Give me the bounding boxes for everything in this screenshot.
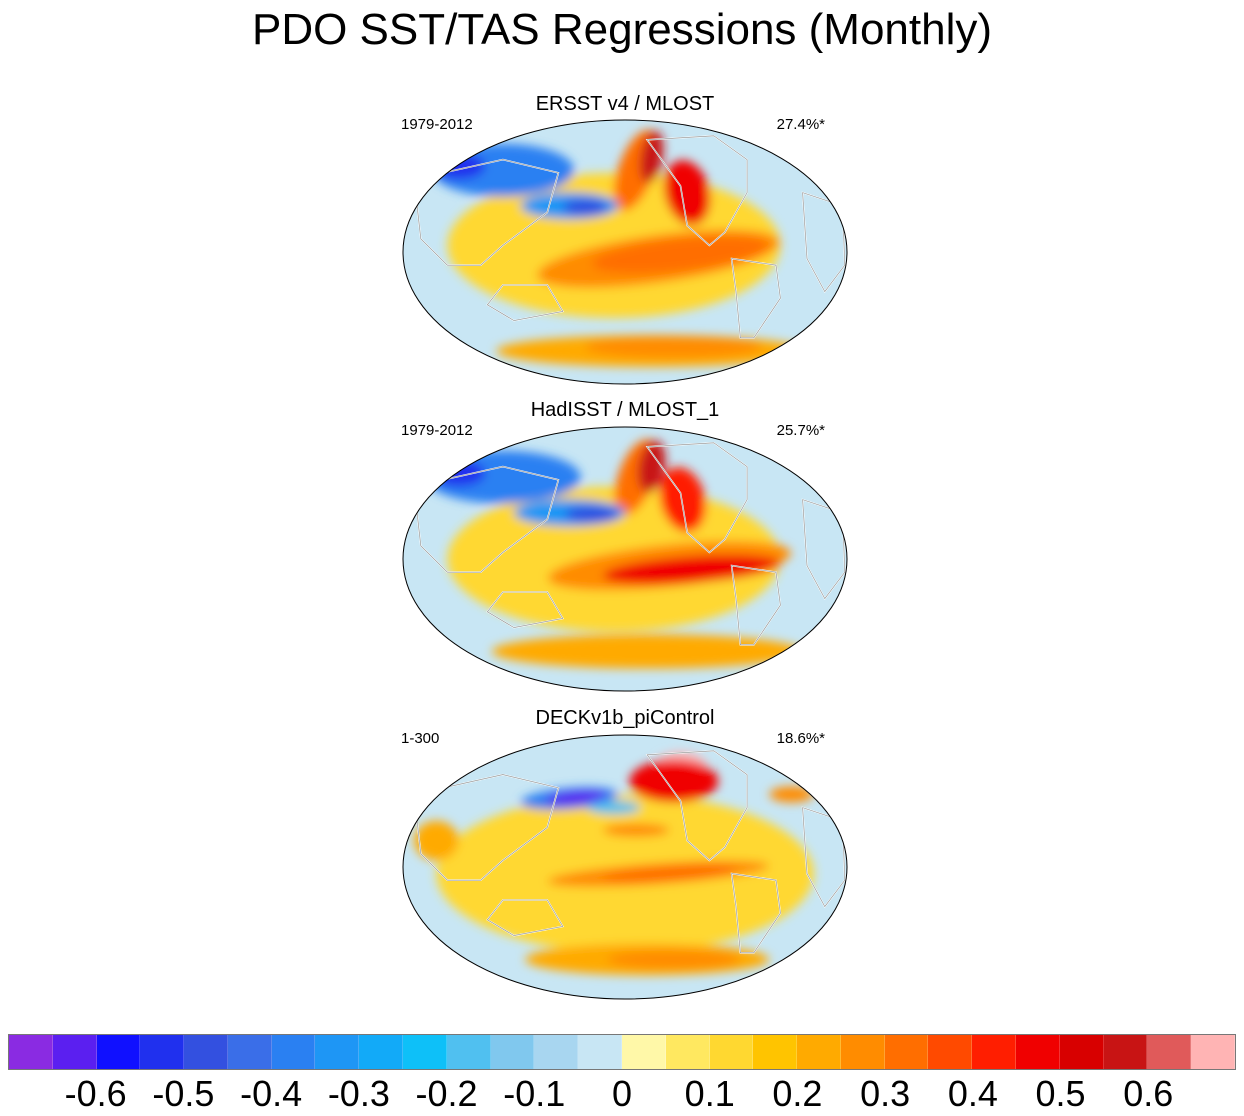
anomaly-contour [414,820,459,861]
panel-deck-picontrol: DECKv1b_piControl 1-300 18.6%* [395,706,855,1008]
colorbar-box [665,1035,710,1069]
colorbar-box [140,1035,185,1069]
coastline-edge [731,258,781,339]
regression-map [402,426,848,692]
colorbar-box [227,1035,272,1069]
coastline-edge [646,750,748,861]
colorbar-box [797,1035,841,1069]
colorbar-tick-label: -0.2 [415,1073,478,1114]
anomaly-contour [491,634,803,669]
colorbar-box [709,1035,754,1069]
colorbar-tick-label: -0.3 [327,1073,390,1114]
colorbar-box [52,1035,97,1069]
anomaly-contour [775,135,830,152]
panel-hadisst: HadISST / MLOST_1 1979-2012 25.7%* [395,398,855,700]
anomaly-contour [587,801,641,815]
map-border [402,119,848,385]
anomaly-contour [659,467,706,532]
anomaly-contour [602,823,670,837]
panel-title: HadISST / MLOST_1 [530,399,720,421]
colorbar-tick-label: 0.5 [1035,1073,1086,1114]
colorbar-box [490,1035,535,1069]
coastline-edge [486,591,564,628]
colorbar-box [753,1035,798,1069]
coastline-edge [731,565,781,646]
colorbar-box [884,1035,929,1069]
coastline-edge [646,442,748,553]
anomaly-contour [769,786,814,803]
panel-ersst: ERSST v4 / MLOST 1979-2012 27.4%* [395,92,855,392]
regression-map [402,734,848,1000]
colorbar-box [578,1035,622,1069]
colorbar-tick-label: -0.1 [503,1073,566,1114]
panel-period: 1979-2012 [401,422,473,439]
colorbar-box [403,1035,447,1069]
colorbar-tick-label: 0.6 [1123,1073,1174,1114]
colorbar-labels: -0.6 -0.5 -0.4 -0.3 -0.2 -0.1 0 0.1 0.2 0.3 0.4 0.5… [0,1072,1244,1116]
colorbar-box [315,1035,360,1069]
colorbar-box [271,1035,316,1069]
coastline-edge [486,284,564,321]
map-border [402,426,848,692]
coastline-edge [413,466,559,573]
anomaly-contour [629,760,719,803]
anomaly-contour [639,130,664,184]
colorbar-box [9,1035,53,1069]
panel-period: 1-300 [401,730,440,747]
colorbar-box [184,1035,228,1069]
panel-variance: 27.4%* [776,116,825,133]
colorbar-box [446,1035,491,1069]
anomaly-contour [637,440,666,493]
colorbar-box [1191,1035,1235,1069]
anomaly-contour [425,450,581,504]
panel-variance: 25.7%* [776,422,825,439]
colorbar-tick-label: -0.6 [64,1073,127,1114]
anomaly-contour [592,236,769,273]
anomaly-contour [585,336,763,358]
colorbar-tick-label: -0.5 [152,1073,215,1114]
anomaly-contour [603,555,781,585]
anomaly-contour [431,153,486,180]
coastline-edge [413,774,559,881]
regression-map [402,119,848,385]
coastline-edge [413,159,559,266]
colorbar-box [621,1035,666,1069]
colorbar-box [972,1035,1016,1069]
colorbar-tick-label: 0.4 [947,1073,998,1114]
colorbar-box [1015,1035,1060,1069]
anomaly-contour [562,199,608,216]
anomaly-contour [607,950,741,969]
colorbar-box [1147,1035,1192,1069]
anomaly-contour [602,865,736,882]
anomaly-contour [664,160,711,225]
anomaly-contour [431,460,486,487]
figure-title: PDO SST/TAS Regressions (Monthly) [251,5,993,54]
colorbar-box [840,1035,885,1069]
anomaly-contour [565,506,619,523]
coastline-edge [486,899,564,936]
panel-title: DECKv1b_piControl [535,707,715,729]
colorbar-box [1103,1035,1148,1069]
colorbar-box [534,1035,579,1069]
panel-period: 1979-2012 [401,116,473,133]
colorbar-tick-label: 0.2 [772,1073,823,1114]
panel-variance: 18.6%* [776,730,825,747]
colorbar-tick-label: 0.1 [684,1073,735,1114]
coastlines [413,134,846,339]
panel-title: ERSST v4 / MLOST [535,93,715,115]
colorbar-box [96,1035,141,1069]
colorbar-tick-label: 0.3 [860,1073,911,1114]
colorbar-tick-label: 0 [611,1073,633,1114]
map-border [402,734,848,1000]
coastline-edge [731,873,781,954]
colorbar [8,1034,1236,1070]
anomaly-contour [545,791,608,806]
colorbar-box [359,1035,404,1069]
colorbar-box [1059,1035,1104,1069]
colorbar-tick-label: -0.4 [240,1073,303,1114]
coastline-edge [646,135,748,246]
colorbar-box [928,1035,973,1069]
